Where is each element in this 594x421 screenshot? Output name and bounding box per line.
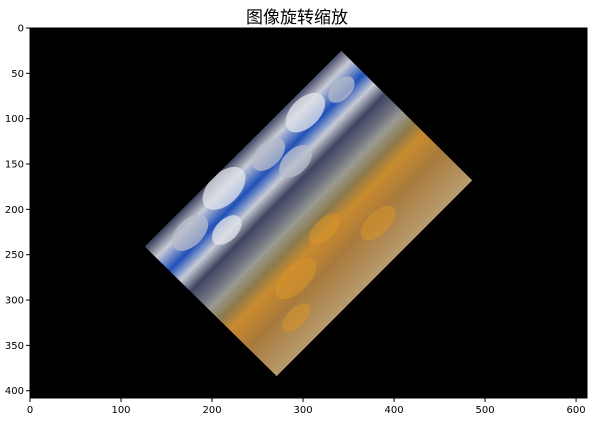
- x-tick-label: 200: [202, 405, 221, 416]
- cloud-shape: [285, 92, 326, 133]
- y-tick-label: 350: [5, 341, 24, 352]
- x-tick-label: 400: [385, 405, 404, 416]
- figure-title: 图像旋转缩放: [246, 8, 348, 28]
- y-tick-label: 50: [11, 69, 24, 80]
- cloud-shape: [252, 137, 286, 171]
- rotated-photo: [144, 50, 473, 377]
- x-tick-label: 600: [567, 405, 586, 416]
- y-tick-label: 300: [5, 296, 24, 307]
- y-tick-label: 250: [5, 250, 24, 261]
- cloud-shape: [171, 214, 209, 251]
- cloud-shape: [279, 144, 313, 178]
- ground-patch: [275, 258, 317, 300]
- photo-fill: [144, 50, 473, 377]
- ground-patch: [281, 303, 311, 332]
- x-tick-label: 100: [111, 405, 130, 416]
- x-tick-label: 0: [27, 405, 33, 416]
- x-tick-label: 300: [293, 405, 312, 416]
- y-tick-label: 100: [5, 114, 24, 125]
- y-tick-label: 0: [18, 24, 24, 35]
- y-tick-label: 200: [5, 205, 24, 216]
- ground-patch: [308, 213, 341, 245]
- ground-patch: [360, 205, 396, 241]
- x-tick-label: 500: [476, 405, 495, 416]
- axes-frame: [29, 27, 588, 399]
- cloud-shape: [328, 76, 355, 103]
- cloud-shape: [211, 215, 242, 245]
- y-tick-label: 400: [5, 386, 24, 397]
- y-tick-label: 150: [5, 160, 24, 171]
